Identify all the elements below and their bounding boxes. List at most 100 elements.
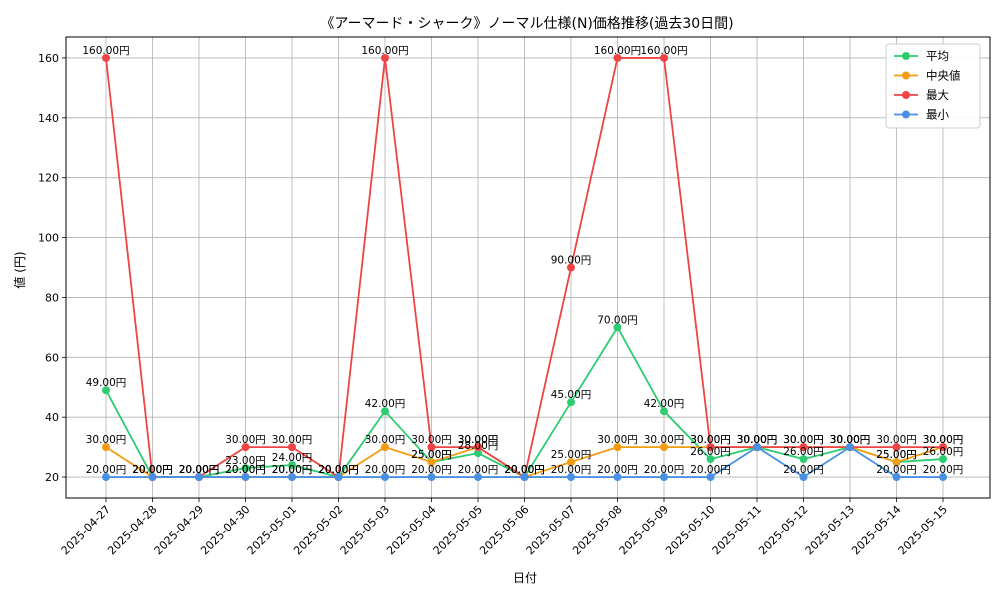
data-point — [334, 473, 343, 482]
legend-label: 最小 — [926, 108, 949, 122]
data-point — [613, 443, 622, 452]
data-label: 30.00円 — [830, 434, 871, 446]
legend-box — [885, 43, 981, 129]
data-label: 20.00円 — [179, 464, 220, 476]
data-point — [567, 473, 575, 482]
data-point — [241, 443, 250, 452]
data-point — [799, 473, 808, 482]
data-label: 20.00円 — [783, 464, 824, 476]
data-point — [660, 53, 668, 62]
data-point — [102, 473, 110, 482]
data-point — [892, 443, 901, 452]
data-label: 30.00円 — [272, 434, 313, 446]
data-label: 30.00円 — [923, 434, 964, 446]
y-tick-label: 20 — [45, 471, 59, 484]
data-label: 30.00円 — [86, 434, 127, 446]
data-label: 25.00円 — [876, 449, 917, 461]
y-tick-label: 40 — [45, 411, 59, 424]
data-label: 30.00円 — [690, 434, 731, 446]
data-label: 160.00円 — [594, 45, 641, 57]
y-tick-label: 120 — [38, 172, 59, 185]
data-label: 20.00円 — [179, 464, 220, 476]
data-point — [706, 455, 715, 464]
data-point — [613, 473, 622, 482]
data-label: 70.00円 — [597, 314, 638, 326]
grid-lines — [66, 37, 990, 498]
data-label: 30.00円 — [783, 434, 824, 446]
data-point — [427, 458, 436, 467]
data-label: 160.00円 — [640, 45, 687, 57]
y-tick-label: 60 — [45, 351, 59, 364]
data-point — [799, 455, 808, 464]
legend-label: 平均 — [926, 49, 949, 63]
data-point — [288, 443, 296, 452]
data-label: 20.00円 — [597, 464, 638, 476]
data-label: 20.00円 — [458, 464, 499, 476]
y-tick-label: 140 — [38, 112, 59, 125]
data-point — [939, 473, 947, 482]
data-point — [706, 473, 715, 482]
legend-marker — [902, 91, 910, 99]
data-label: 20.00円 — [504, 464, 545, 476]
data-label: 20.00円 — [179, 464, 220, 476]
data-label: 20.00円 — [504, 464, 545, 476]
data-label: 30.00円 — [737, 434, 778, 446]
data-label: 25.00円 — [411, 449, 452, 461]
data-point — [567, 458, 575, 467]
y-axis-title: 値 (円) — [12, 251, 27, 288]
data-label: 20.00円 — [132, 464, 173, 476]
data-point — [148, 473, 157, 482]
series-lines — [102, 53, 947, 482]
data-point — [660, 407, 668, 416]
legend-label: 中央値 — [926, 69, 961, 83]
data-point — [195, 473, 203, 482]
data-label: 24.00円 — [272, 452, 313, 464]
data-point — [660, 443, 668, 452]
data-point — [381, 407, 389, 416]
data-label: 20.00円 — [411, 464, 452, 476]
data-label: 30.00円 — [644, 434, 685, 446]
data-point — [241, 464, 250, 473]
data-label: 49.00円 — [86, 377, 127, 389]
data-point — [567, 398, 575, 407]
data-label: 30.00円 — [876, 434, 917, 446]
data-label: 25.00円 — [876, 449, 917, 461]
data-label: 30.00円 — [783, 434, 824, 446]
data-label: 20.00円 — [318, 464, 359, 476]
legend-marker — [902, 71, 910, 80]
data-label: 30.00円 — [458, 434, 499, 446]
data-label: 25.00円 — [411, 449, 452, 461]
data-label: 30.00円 — [737, 434, 778, 446]
data-label: 20.00円 — [132, 464, 173, 476]
data-point — [706, 443, 715, 452]
data-label: 30.00円 — [737, 434, 778, 446]
data-point — [102, 53, 110, 62]
data-point — [939, 455, 947, 464]
data-point — [241, 473, 250, 482]
data-label: 30.00円 — [690, 434, 731, 446]
data-point — [102, 386, 110, 395]
chart-title: 《アーマード・シャーク》ノーマル仕様(N)価格推移(過去30日間) — [320, 16, 733, 32]
data-point — [520, 473, 529, 482]
data-point — [660, 473, 668, 482]
x-axis-title: 日付 — [513, 571, 537, 585]
data-label: 20.00円 — [318, 464, 359, 476]
data-label: 20.00円 — [690, 464, 731, 476]
data-label: 20.00円 — [86, 464, 127, 476]
y-tick-label: 80 — [45, 291, 59, 304]
data-label: 30.00円 — [830, 434, 871, 446]
data-label: 25.00円 — [551, 449, 592, 461]
data-point — [613, 323, 622, 332]
legend-marker — [902, 52, 910, 60]
data-point — [102, 443, 110, 452]
plot-frame — [65, 36, 991, 499]
data-point — [474, 473, 482, 482]
data-point — [288, 461, 296, 470]
data-label: 30.00円 — [737, 434, 778, 446]
y-tick-label: 160 — [38, 52, 59, 65]
data-label: 42.00円 — [644, 398, 685, 410]
data-point — [892, 458, 901, 467]
y-tick-label: 100 — [38, 232, 59, 245]
